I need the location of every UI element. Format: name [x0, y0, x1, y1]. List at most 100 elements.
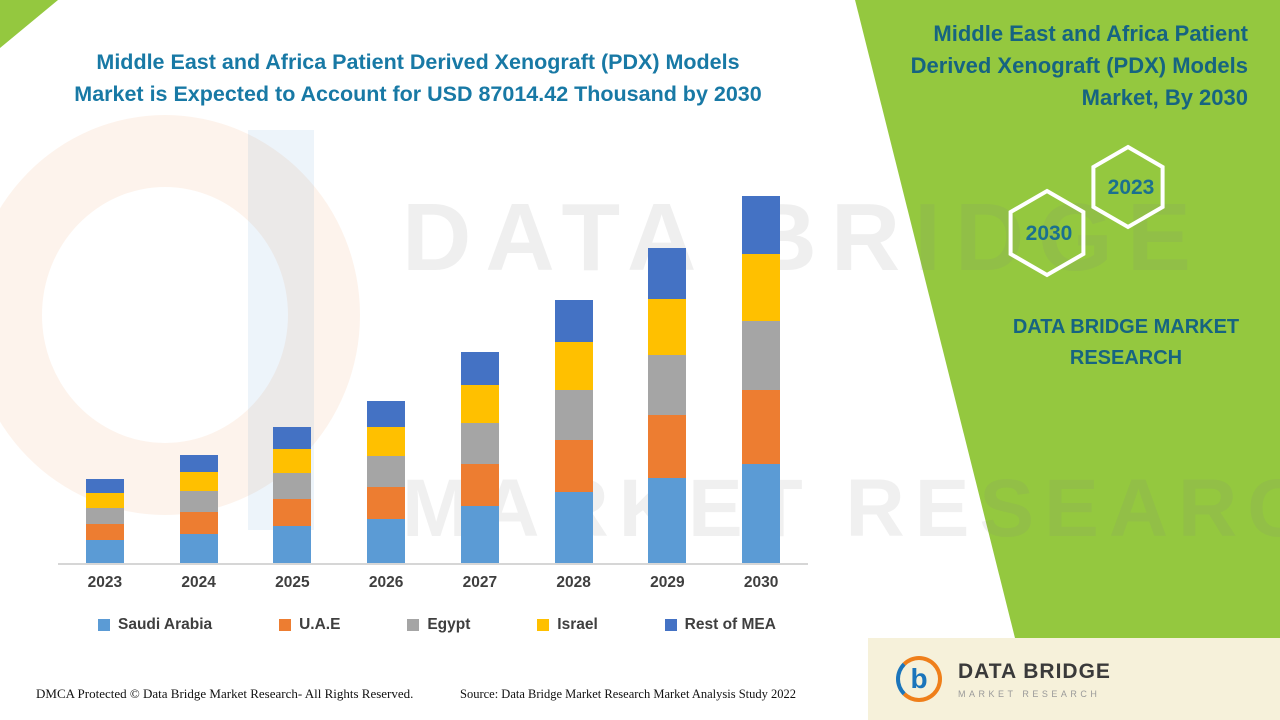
bar-segment-egypt	[273, 473, 312, 499]
bar-segment-saudi-arabia	[367, 519, 406, 563]
bar-column-2024	[152, 454, 246, 563]
watermark-text-line1: DATA BRIDGE	[402, 184, 1205, 291]
page-title: Middle East and Africa Patient Derived X…	[74, 50, 762, 107]
legend-item: Saudi Arabia	[98, 616, 212, 634]
hexagon-2023-outline	[1091, 144, 1165, 230]
x-axis-label: 2023	[87, 574, 123, 591]
bar-segment-israel	[85, 492, 124, 508]
legend-label: Egypt	[427, 616, 471, 633]
bar-segment-u-a-e	[460, 463, 499, 506]
bar-segment-rest-of-mea	[648, 248, 687, 299]
bar-segment-u-a-e	[367, 487, 406, 520]
legend-label: U.A.E	[299, 616, 341, 633]
legend-item: U.A.E	[279, 616, 340, 634]
stacked-bar-2024	[179, 454, 218, 563]
legend-label: Israel	[557, 616, 598, 633]
side-panel-title: Middle East and Africa Patient Derived X…	[910, 21, 1248, 110]
bar-segment-saudi-arabia	[742, 463, 781, 563]
bar-segment-rest-of-mea	[742, 195, 781, 255]
legend-item: Israel	[537, 616, 598, 634]
data-bridge-logo-icon: b	[896, 656, 942, 702]
bar-segment-egypt	[742, 320, 781, 391]
legend-swatch-icon	[279, 619, 292, 631]
x-axis-label: 2028	[556, 574, 591, 591]
stacked-bar-2026	[367, 401, 406, 563]
stacked-bar-2023	[85, 479, 124, 563]
bar-segment-rest-of-mea	[273, 426, 312, 449]
legend-swatch-icon	[664, 619, 677, 631]
bar-segment-israel	[179, 471, 218, 492]
bar-segment-israel	[273, 448, 312, 474]
bar-segment-u-a-e	[648, 415, 687, 478]
legend-label: Rest of MEA	[684, 616, 776, 633]
bar-segment-saudi-arabia	[648, 478, 687, 563]
x-axis-label: 2025	[275, 574, 310, 591]
hexagon-2030-label: 2030	[1025, 222, 1073, 245]
bar-segment-israel	[648, 298, 687, 356]
brand-text: DATA BRIDGE MARKET RESEARCH	[1012, 316, 1240, 369]
bar-segment-rest-of-mea	[85, 479, 124, 493]
bar-segment-u-a-e	[554, 439, 593, 493]
legend-item: Rest of MEA	[664, 616, 776, 634]
x-axis-label: 2029	[650, 574, 685, 591]
watermark-text-line2: MARKET RESEARCH	[402, 463, 1280, 554]
stacked-bar-2029	[648, 248, 687, 563]
bar-segment-saudi-arabia	[273, 526, 312, 563]
bar-segment-saudi-arabia	[85, 540, 124, 563]
bar-segment-rest-of-mea	[554, 300, 593, 343]
bar-column-2026	[339, 401, 433, 563]
logo-letter: b	[910, 663, 928, 694]
stacked-bar-2027	[460, 351, 499, 563]
legend-item: Egypt	[407, 616, 470, 634]
bar-column-2030	[714, 195, 808, 563]
bar-segment-egypt	[648, 355, 687, 416]
stacked-bar-chart: 2023 2024 2025 2026 2027 2028 2029 2030	[58, 185, 808, 592]
x-labels-row: 2023 2024 2025 2026 2027 2028 2029 2030	[58, 565, 808, 592]
legend-swatch-icon	[98, 619, 110, 631]
bar-segment-rest-of-mea	[179, 454, 218, 472]
bar-column-2027	[433, 351, 527, 563]
legend-swatch-icon	[407, 619, 420, 631]
hexagon-2030-outline	[1008, 188, 1086, 278]
x-axis-label: 2027	[462, 574, 498, 591]
footer-source-text: Source: Data Bridge Market Research Mark…	[460, 687, 797, 701]
x-axis-label: 2026	[368, 574, 404, 591]
bar-segment-israel	[742, 254, 781, 321]
stacked-bar-2030	[742, 195, 781, 563]
bar-segment-rest-of-mea	[460, 351, 499, 386]
bar-segment-u-a-e	[179, 512, 218, 534]
bar-segment-rest-of-mea	[367, 401, 406, 428]
legend: Saudi Arabia U.A.E Egypt Israel Rest of MEA	[98, 616, 776, 634]
stacked-bar-2028	[554, 300, 593, 563]
bar-segment-israel	[460, 385, 499, 424]
bar-segment-saudi-arabia	[554, 492, 593, 563]
bars-row	[58, 185, 808, 565]
bar-segment-egypt	[85, 507, 124, 524]
bar-column-2029	[621, 248, 715, 563]
bar-segment-israel	[554, 342, 593, 390]
bar-segment-egypt	[554, 389, 593, 440]
bar-segment-u-a-e	[273, 498, 312, 527]
bar-segment-egypt	[179, 491, 218, 513]
corner-triangle-decoration	[0, 0, 58, 48]
bar-column-2023	[58, 479, 152, 563]
bar-segment-egypt	[460, 423, 499, 464]
hexagons-graphic	[1008, 144, 1165, 278]
bar-segment-israel	[367, 427, 406, 457]
logo-title: DATA BRIDGE	[958, 659, 1111, 683]
logo-panel: b DATA BRIDGE MARKET RESEARCH	[868, 638, 1280, 720]
legend-swatch-icon	[537, 619, 550, 631]
bar-segment-saudi-arabia	[460, 505, 499, 563]
legend-label: Saudi Arabia	[118, 616, 213, 633]
bar-segment-egypt	[367, 456, 406, 488]
bar-column-2028	[527, 300, 621, 563]
logo-wordmark: DATA BRIDGE MARKET RESEARCH	[958, 660, 1111, 699]
bar-segment-saudi-arabia	[179, 533, 218, 563]
bar-segment-u-a-e	[85, 523, 124, 541]
stacked-bar-2025	[273, 426, 312, 563]
x-axis-label: 2030	[743, 574, 779, 591]
logo-subtitle: MARKET RESEARCH	[958, 688, 1101, 699]
x-axis-label: 2024	[181, 574, 216, 591]
bar-segment-u-a-e	[742, 390, 781, 464]
